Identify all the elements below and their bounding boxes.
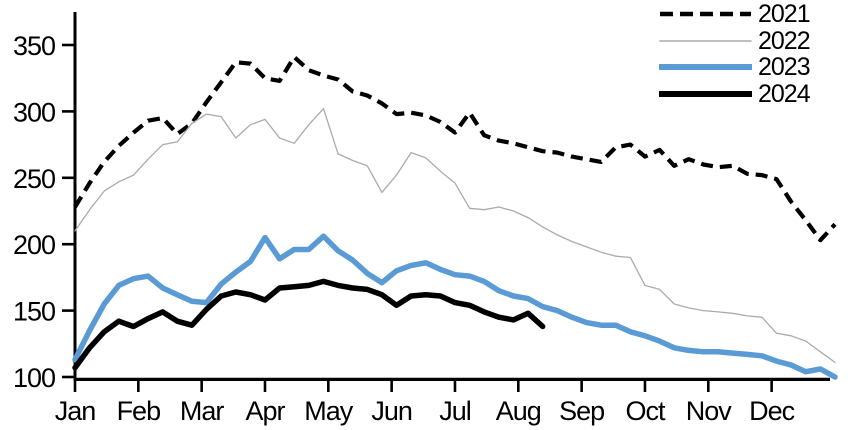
legend-item-2024: 2024 <box>659 79 811 108</box>
series-line-2023 <box>72 233 838 380</box>
legend-label-2022: 2022 <box>758 26 811 55</box>
legend-item-2022: 2022 <box>659 26 811 55</box>
x-axis-tick-label-feb: Feb <box>117 396 161 426</box>
series-line-2021 <box>73 54 837 243</box>
legend-swatch-2023-icon <box>659 64 752 71</box>
series-line-2024 <box>72 278 546 371</box>
legend: 2021 2022 2023 2024 <box>659 0 811 108</box>
series-line-2022 <box>74 108 836 364</box>
x-axis-tick-label-dec: Dec <box>749 396 795 426</box>
x-axis-tick-label-may: May <box>304 396 354 426</box>
x-axis-tick-label-jun: Jun <box>371 396 412 426</box>
legend-label-2024: 2024 <box>758 79 811 108</box>
legend-label-2023: 2023 <box>758 53 811 82</box>
x-axis-tick-label-aug: Aug <box>496 396 541 426</box>
y-axis-tick-label: 350 <box>13 31 55 61</box>
x-axis-tick-label-jul: Jul <box>439 396 471 426</box>
y-axis-tick-label: 100 <box>13 363 55 393</box>
x-axis-tick-label-nov: Nov <box>686 396 733 426</box>
x-axis-tick-label-jan: Jan <box>55 396 96 426</box>
x-axis-tick-label-oct: Oct <box>625 396 666 426</box>
legend-item-2023: 2023 <box>659 53 811 82</box>
y-axis-tick-label: 150 <box>13 297 55 327</box>
legend-swatch-2021-icon <box>660 12 751 17</box>
y-axis-tick-label: 300 <box>13 97 55 127</box>
y-axis-tick-label: 250 <box>13 164 55 194</box>
legend-swatch-2022-icon <box>659 40 752 42</box>
y-axis-tick-label: 200 <box>13 230 55 260</box>
x-axis-tick-label-mar: Mar <box>180 396 225 426</box>
legend-swatch-2024-icon <box>659 91 752 98</box>
x-axis-tick-label-apr: Apr <box>245 396 285 426</box>
legend-label-2021: 2021 <box>758 0 811 28</box>
legend-item-2021: 2021 <box>659 0 811 28</box>
x-axis-tick-label-sep: Sep <box>559 396 604 426</box>
